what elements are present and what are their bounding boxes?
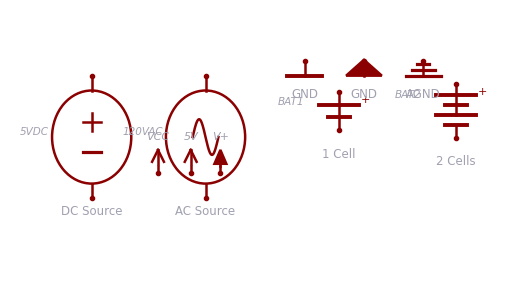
Text: 1 Cell: 1 Cell <box>322 148 356 161</box>
Text: 2 Cells: 2 Cells <box>436 155 476 168</box>
Polygon shape <box>215 150 226 164</box>
Text: AGND: AGND <box>406 87 441 101</box>
Text: 5VDC: 5VDC <box>20 127 49 137</box>
Text: DC Source: DC Source <box>61 205 122 218</box>
Polygon shape <box>346 60 382 76</box>
Text: 5V: 5V <box>183 132 198 142</box>
Text: GND: GND <box>291 87 318 101</box>
Text: AC Source: AC Source <box>176 205 235 218</box>
Text: 120VAC: 120VAC <box>122 127 163 137</box>
Text: BAT1: BAT1 <box>278 97 305 107</box>
Text: +: + <box>361 95 370 105</box>
Text: GND: GND <box>351 87 378 101</box>
Text: VCC: VCC <box>146 132 169 142</box>
Text: BAT2: BAT2 <box>395 90 421 101</box>
Text: V+: V+ <box>212 132 229 142</box>
Text: +: + <box>478 87 487 97</box>
